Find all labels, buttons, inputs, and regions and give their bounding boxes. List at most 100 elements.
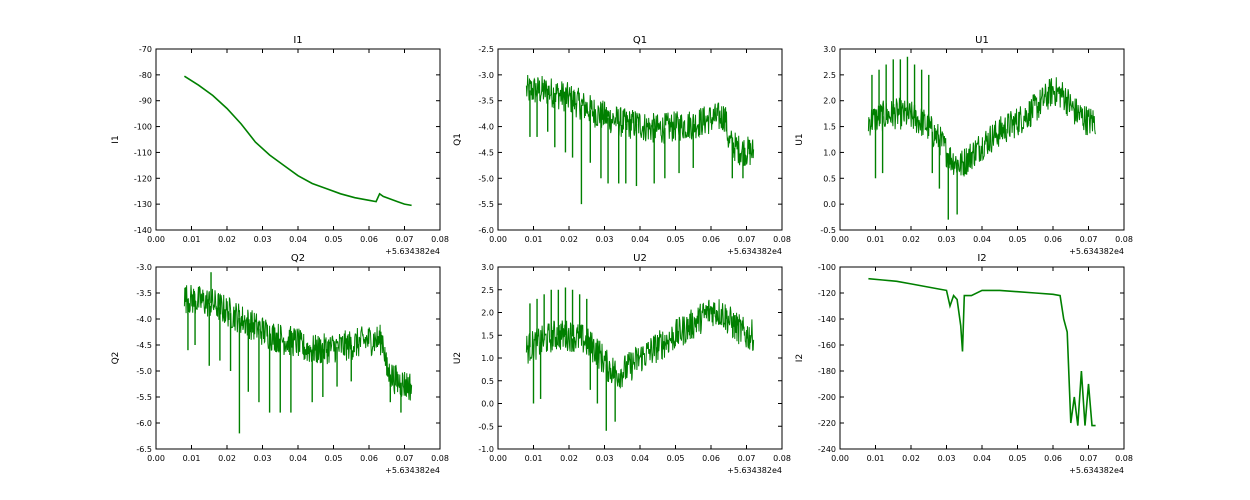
panel-4-xtick-label: 0.02 <box>218 454 236 463</box>
panel-2-ylabel: Q1 <box>453 133 463 146</box>
panel-2-ytick-label: -5.0 <box>478 174 494 183</box>
panel-2-axes-frame <box>497 48 783 231</box>
panel-1-xtick-label: 0.03 <box>254 235 272 244</box>
panel-1-ytick-label: -70 <box>139 45 152 54</box>
panel-6: 0.00 0.01 0.02 0.03 0.04 0.05 0.06 0.07 0.08 -240… <box>795 253 1133 475</box>
panel-5-ytick-label: 1.5 <box>481 331 494 340</box>
panel-6-xtick-label: 0.08 <box>1115 454 1133 463</box>
panel-2-x-offset-label: +5.634382e4 <box>727 247 782 256</box>
panel-3-x-offset-label: +5.634382e4 <box>1069 247 1124 256</box>
panel-6-xtick-label: 0.00 <box>831 454 849 463</box>
panel-5-x-offset-label: +5.634382e4 <box>727 466 782 475</box>
panel-4-xtick-label: 0.03 <box>254 454 272 463</box>
panel-2-xtick-label: 0.01 <box>525 235 543 244</box>
panel-6-xtick-label: 0.07 <box>1080 454 1098 463</box>
panel-6-ytick-label: -240 <box>818 445 836 454</box>
panel-5-xtick-label: 0.03 <box>596 454 614 463</box>
panel-2-xtick-label: 0.06 <box>702 235 720 244</box>
panel-1-ytick-label: -130 <box>134 200 152 209</box>
panel-2-ytick-label: -5.5 <box>478 200 494 209</box>
panel-2-xtick-label: 0.07 <box>738 235 756 244</box>
panel-4-ytick-label: -6.0 <box>136 419 152 428</box>
panel-6-ytick-label: -220 <box>818 419 836 428</box>
panel-5-xtick-label: 0.02 <box>560 454 578 463</box>
panel-4-title: Q2 <box>291 253 305 264</box>
panel-5-ytick-label: 2.5 <box>481 286 494 295</box>
panel-3-xtick-label: 0.04 <box>973 235 991 244</box>
panel-5-xtick-label: 0.06 <box>702 454 720 463</box>
panel-4-ytick-label: -3.0 <box>136 263 152 272</box>
panel-1-ytick-label: -140 <box>134 226 152 235</box>
panel-3-ylabel: U1 <box>795 133 805 145</box>
panel-5-xtick-label: 0.01 <box>525 454 543 463</box>
panel-5-series-line <box>525 299 755 389</box>
panel-5-ytick-label: -0.5 <box>478 422 494 431</box>
panel-4-ylabel: Q2 <box>111 352 121 365</box>
panel-3-ytick-label: 2.0 <box>823 97 836 106</box>
panel-2-title: Q1 <box>633 35 647 46</box>
panel-4-ytick-label: -4.0 <box>136 315 152 324</box>
panel-3-title: U1 <box>975 35 989 46</box>
panel-5-title: U2 <box>633 253 647 264</box>
panel-6-ytick-label: -200 <box>818 393 836 402</box>
panel-6-x-offset-label: +5.634382e4 <box>1069 466 1124 475</box>
panel-3-xtick-label: 0.08 <box>1115 235 1133 244</box>
panel-2-xtick-label: 0.03 <box>596 235 614 244</box>
panel-6-axes-frame <box>839 266 1125 450</box>
panel-1-xtick-label: 0.06 <box>360 235 378 244</box>
panel-2-ytick-label: -3.5 <box>478 97 494 106</box>
panel-2-ytick-label: -4.0 <box>478 123 494 132</box>
panel-3: 0.00 0.01 0.02 0.03 0.04 0.05 0.06 0.07 0.08 -0.5… <box>795 35 1133 256</box>
panel-6-xtick-label: 0.06 <box>1044 454 1062 463</box>
panel-4-xtick-label: 0.07 <box>396 454 414 463</box>
panel-1-xtick-label: 0.02 <box>218 235 236 244</box>
panel-4-x-offset-label: +5.634382e4 <box>385 466 440 475</box>
panel-4-ytick-label: -4.5 <box>136 341 152 350</box>
panel-4-xtick-label: 0.05 <box>325 454 343 463</box>
panel-6-xtick-label: 0.01 <box>867 454 885 463</box>
panel-2-xtick-label: 0.08 <box>773 235 791 244</box>
panel-1-axes-frame <box>155 48 441 231</box>
panel-3-xtick-label: 0.01 <box>867 235 885 244</box>
panel-6-xtick-label: 0.05 <box>1009 454 1027 463</box>
panel-2-ytick-label: -3.0 <box>478 71 494 80</box>
panel-2: 0.00 0.01 0.02 0.03 0.04 0.05 0.06 0.07 0.08 -6.0… <box>453 35 791 256</box>
panel-1-xtick-label: 0.01 <box>183 235 201 244</box>
panel-5-xtick-label: 0.08 <box>773 454 791 463</box>
panel-4-series-line <box>183 284 413 401</box>
panel-5-xtick-label: 0.07 <box>738 454 756 463</box>
panel-6-xtick-label: 0.03 <box>938 454 956 463</box>
panel-1-series-line <box>183 75 412 207</box>
panel-6-ytick-label: -160 <box>818 341 836 350</box>
panel-3-ytick-label: 0.5 <box>823 174 836 183</box>
panel-5-xtick-label: 0.00 <box>489 454 507 463</box>
panel-3-series-line <box>867 77 1096 177</box>
panel-6-ytick-label: -140 <box>818 315 836 324</box>
panel-6-xtick-label: 0.04 <box>973 454 991 463</box>
panel-2-xtick-label: 0.05 <box>667 235 685 244</box>
panel-4-xtick-label: 0.08 <box>431 454 449 463</box>
panel-5: 0.00 0.01 0.02 0.03 0.04 0.05 0.06 0.07 0.08 -1.0… <box>453 253 791 475</box>
panel-3-xtick-label: 0.02 <box>902 235 920 244</box>
panel-3-ytick-label: 3.0 <box>823 45 836 54</box>
panel-3-xtick-label: 0.05 <box>1009 235 1027 244</box>
panel-6-xtick-label: 0.02 <box>902 454 920 463</box>
panel-5-ytick-label: -1.0 <box>478 445 494 454</box>
panel-2-xtick-label: 0.00 <box>489 235 507 244</box>
panel-1-ytick-label: -80 <box>139 71 152 80</box>
panel-6-ylabel: I2 <box>795 354 805 362</box>
panel-1-ytick-label: -90 <box>139 97 152 106</box>
panel-2-ytick-label: -6.0 <box>478 226 494 235</box>
panel-3-ytick-label: -0.5 <box>820 226 836 235</box>
panel-2-xtick-label: 0.04 <box>631 235 649 244</box>
panel-2-ytick-label: -4.5 <box>478 148 494 157</box>
panel-5-ylabel: U2 <box>453 352 463 364</box>
panel-5-ytick-label: 0.5 <box>481 377 494 386</box>
panel-1-ytick-label: -120 <box>134 174 152 183</box>
panel-3-ytick-label: 0.0 <box>823 200 836 209</box>
panel-1-x-offset-label: +5.634382e4 <box>385 247 440 256</box>
panel-1-xtick-label: 0.07 <box>396 235 414 244</box>
panel-4-xtick-label: 0.04 <box>289 454 307 463</box>
panel-4-ytick-label: -6.5 <box>136 445 152 454</box>
panel-1-ylabel: I1 <box>111 135 121 143</box>
